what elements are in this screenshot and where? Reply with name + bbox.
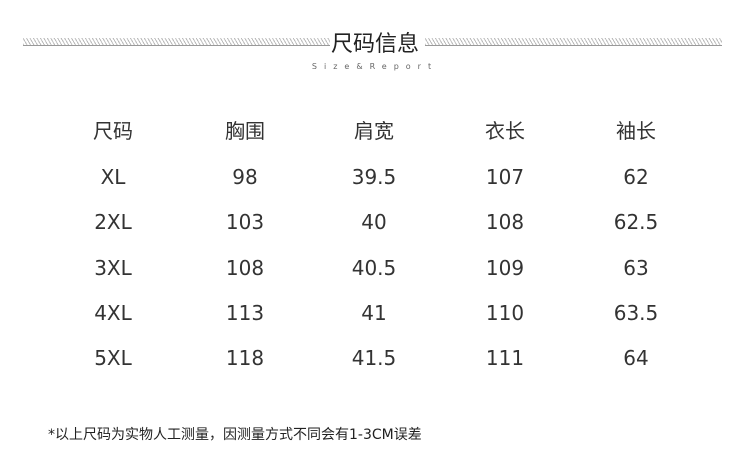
left-decorative-line — [23, 38, 330, 46]
header-cell: 衣长 — [485, 119, 525, 143]
header-cell: 袖长 — [616, 119, 656, 143]
measurement-note: *以上尺码为实物人工测量，因测量方式不同会有1-3CM误差 — [48, 427, 422, 443]
table-cell: 118 — [225, 346, 265, 370]
table-cell: 62.5 — [613, 210, 659, 234]
table-cell: 111 — [485, 346, 525, 370]
table-cell: 108 — [485, 210, 525, 234]
right-decorative-line — [425, 38, 722, 46]
table-cell: 108 — [225, 256, 265, 280]
table-cell: 3XL — [94, 256, 132, 280]
table-cell: XL — [100, 165, 126, 189]
table-row: 3XL 108 40.5 109 63 — [0, 253, 750, 283]
table-cell: 63 — [623, 256, 649, 280]
table-cell: 110 — [485, 301, 525, 325]
table-cell: 41.5 — [351, 346, 397, 370]
table-cell: 5XL — [94, 346, 132, 370]
table-cell: 103 — [225, 210, 265, 234]
table-row: XL 98 39.5 107 62 — [0, 162, 750, 192]
table-header: 尺码 胸围 肩宽 衣长 袖长 — [0, 116, 750, 146]
table-cell: 113 — [225, 301, 265, 325]
page-subtitle: Size&Report — [311, 62, 439, 71]
header-cell: 胸围 — [225, 119, 265, 143]
header-cell: 尺码 — [93, 119, 133, 143]
table-row: 2XL 103 40 108 62.5 — [0, 207, 750, 237]
table-cell: 4XL — [94, 301, 132, 325]
table-row: 5XL 118 41.5 111 64 — [0, 343, 750, 373]
table-cell: 63.5 — [613, 301, 659, 325]
table-cell: 41 — [361, 301, 387, 325]
table-row: 4XL 113 41 110 63.5 — [0, 298, 750, 328]
page-title: 尺码信息 — [330, 32, 419, 57]
table-cell: 98 — [232, 165, 258, 189]
table-cell: 62 — [623, 165, 649, 189]
table-cell: 64 — [623, 346, 649, 370]
table-cell: 109 — [485, 256, 525, 280]
table-cell: 40.5 — [351, 256, 397, 280]
table-cell: 2XL — [94, 210, 132, 234]
table-cell: 40 — [361, 210, 387, 234]
header-cell: 肩宽 — [354, 119, 394, 143]
table-cell: 39.5 — [351, 165, 397, 189]
table-cell: 107 — [485, 165, 525, 189]
